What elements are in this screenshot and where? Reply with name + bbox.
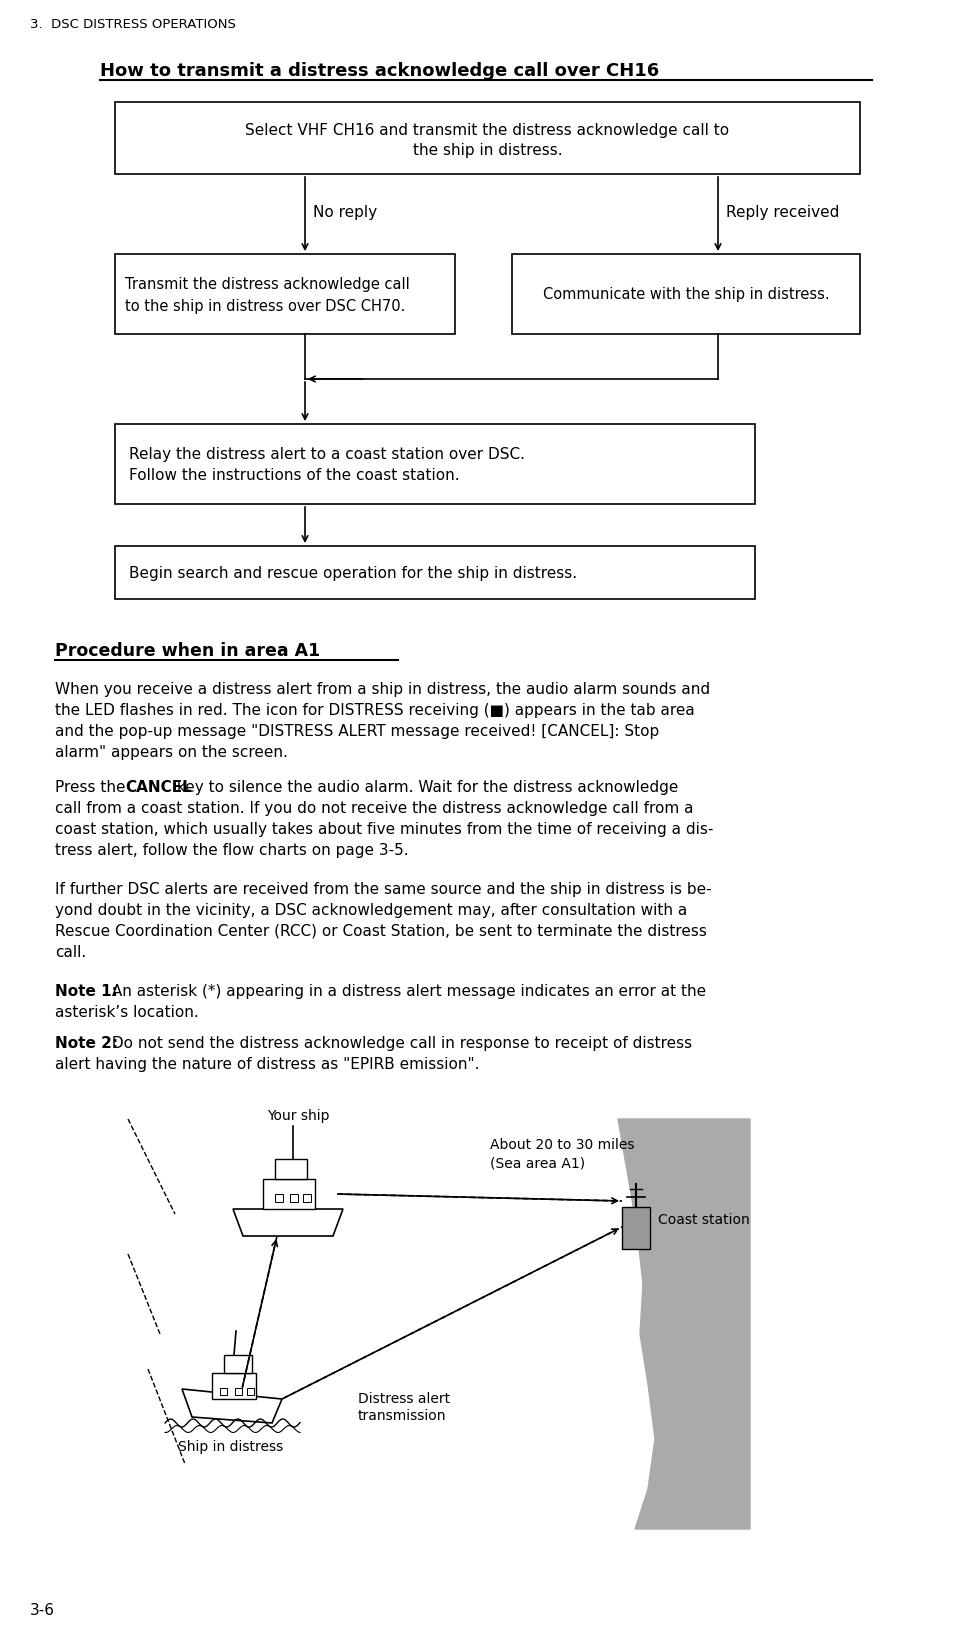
Text: key to silence the audio alarm. Wait for the distress acknowledge: key to silence the audio alarm. Wait for…	[172, 780, 679, 795]
Bar	[115, 254, 455, 334]
Bar	[235, 1388, 242, 1395]
Bar	[220, 1388, 227, 1395]
Text: Ship in distress: Ship in distress	[178, 1439, 283, 1454]
Text: How to transmit a distress acknowledge call over CH16: How to transmit a distress acknowledge c…	[100, 62, 660, 80]
Text: Rescue Coordination Center (RCC) or Coast Station, be sent to terminate the dist: Rescue Coordination Center (RCC) or Coas…	[55, 923, 706, 939]
Text: Begin search and rescue operation for the ship in distress.: Begin search and rescue operation for th…	[129, 565, 577, 580]
Text: Relay the distress alert to a coast station over DSC.: Relay the distress alert to a coast stat…	[129, 446, 525, 461]
Text: 3-6: 3-6	[30, 1601, 55, 1618]
Text: Do not send the distress acknowledge call in response to receipt of distress: Do not send the distress acknowledge cal…	[107, 1036, 692, 1051]
Text: Note 2:: Note 2:	[55, 1036, 118, 1051]
Bar	[303, 1195, 311, 1203]
Bar	[622, 1208, 650, 1249]
Polygon shape	[182, 1390, 282, 1423]
Text: to the ship in distress over DSC CH70.: to the ship in distress over DSC CH70.	[125, 298, 406, 313]
Bar	[115, 103, 860, 175]
Text: Select VHF CH16 and transmit the distress acknowledge call to: Select VHF CH16 and transmit the distres…	[245, 123, 730, 138]
Bar	[224, 1355, 252, 1373]
Text: CANCEL: CANCEL	[126, 780, 193, 795]
Text: and the pop-up message "DISTRESS ALERT message received! [CANCEL]: Stop: and the pop-up message "DISTRESS ALERT m…	[55, 723, 660, 739]
Text: Reply received: Reply received	[726, 205, 840, 220]
Text: An asterisk (*) appearing in a distress alert message indicates an error at the: An asterisk (*) appearing in a distress …	[107, 983, 706, 998]
Polygon shape	[233, 1210, 343, 1236]
Text: transmission: transmission	[358, 1408, 447, 1423]
Text: Transmit the distress acknowledge call: Transmit the distress acknowledge call	[125, 277, 410, 292]
Text: yond doubt in the vicinity, a DSC acknowledgement may, after consultation with a: yond doubt in the vicinity, a DSC acknow…	[55, 903, 687, 918]
Text: call from a coast station. If you do not receive the distress acknowledge call f: call from a coast station. If you do not…	[55, 800, 694, 816]
Text: (Sea area A1): (Sea area A1)	[490, 1155, 585, 1170]
Text: alert having the nature of distress as "EPIRB emission".: alert having the nature of distress as "…	[55, 1057, 480, 1072]
Text: Procedure when in area A1: Procedure when in area A1	[55, 641, 320, 659]
Bar	[290, 1195, 298, 1203]
Text: Coast station: Coast station	[658, 1213, 750, 1226]
Text: Note 1:: Note 1:	[55, 983, 118, 998]
Bar	[115, 547, 755, 600]
Bar	[263, 1180, 315, 1210]
Text: If further DSC alerts are received from the same source and the ship in distress: If further DSC alerts are received from …	[55, 882, 711, 897]
Polygon shape	[618, 1119, 750, 1529]
Bar	[247, 1388, 254, 1395]
Text: When you receive a distress alert from a ship in distress, the audio alarm sound: When you receive a distress alert from a…	[55, 682, 710, 697]
Text: Distress alert: Distress alert	[358, 1392, 450, 1405]
Text: No reply: No reply	[313, 205, 378, 220]
Text: 3.  DSC DISTRESS OPERATIONS: 3. DSC DISTRESS OPERATIONS	[30, 18, 235, 31]
Text: call.: call.	[55, 944, 87, 959]
Text: About 20 to 30 miles: About 20 to 30 miles	[490, 1137, 634, 1151]
Bar	[275, 1195, 283, 1203]
Text: the LED flashes in red. The icon for DISTRESS receiving (■) appears in the tab a: the LED flashes in red. The icon for DIS…	[55, 703, 695, 718]
Text: alarm" appears on the screen.: alarm" appears on the screen.	[55, 744, 288, 759]
Bar	[512, 254, 860, 334]
Text: Communicate with the ship in distress.: Communicate with the ship in distress.	[543, 287, 829, 302]
Bar	[115, 425, 755, 505]
Text: Your ship: Your ship	[267, 1108, 330, 1123]
Text: tress alert, follow the flow charts on page 3-5.: tress alert, follow the flow charts on p…	[55, 842, 409, 857]
Text: the ship in distress.: the ship in distress.	[413, 143, 562, 157]
Bar	[275, 1159, 307, 1180]
Text: Follow the instructions of the coast station.: Follow the instructions of the coast sta…	[129, 469, 459, 484]
Text: asterisk’s location.: asterisk’s location.	[55, 1005, 198, 1019]
Bar	[212, 1373, 256, 1400]
Text: Press the: Press the	[55, 780, 130, 795]
Text: coast station, which usually takes about five minutes from the time of receiving: coast station, which usually takes about…	[55, 821, 713, 836]
